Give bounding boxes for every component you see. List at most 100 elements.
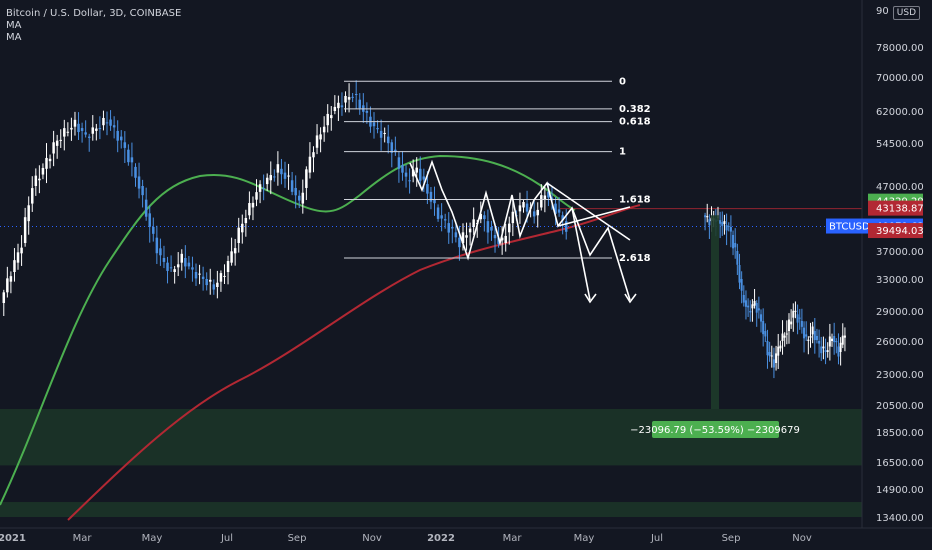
arrow-head-2 (624, 293, 637, 304)
candle-body (358, 99, 362, 109)
candle-body (468, 228, 472, 233)
candle-body (6, 278, 9, 293)
candle-body (447, 223, 450, 233)
candle-body (465, 235, 468, 238)
candle-body (751, 304, 754, 309)
y-tick-label: 70000.00 (876, 73, 924, 84)
candle-body (112, 125, 116, 128)
candle-body (742, 295, 745, 303)
candle-body (9, 276, 13, 282)
candle-body (837, 346, 840, 357)
x-tick-label: 2021 (0, 533, 26, 544)
candle-body (187, 262, 191, 267)
arrow-head-1 (584, 293, 597, 304)
candle-body (386, 136, 390, 144)
candle-body (766, 341, 769, 356)
ma-legend-1[interactable]: MA (6, 20, 22, 31)
candle-body (258, 184, 262, 192)
candle-body (322, 126, 326, 133)
candle-body (63, 128, 66, 137)
candle-body (134, 166, 137, 178)
candle-body (504, 235, 507, 243)
candle-body (269, 175, 273, 181)
candle-body (426, 184, 429, 194)
candle-body (727, 226, 730, 228)
candle-body (522, 202, 525, 208)
candle-body (194, 272, 198, 279)
candle-body (91, 127, 95, 134)
y-tick-label: 16500.00 (876, 458, 924, 469)
y-tick-label: 33000.00 (876, 275, 924, 286)
candle-body (839, 342, 842, 352)
candle-body (443, 219, 447, 221)
candle-body (755, 303, 758, 313)
candle-body (813, 331, 816, 341)
candle-body (155, 237, 159, 254)
candle-body (543, 195, 547, 200)
candle-body (815, 336, 818, 341)
candle-body (230, 251, 233, 263)
candle-body (547, 191, 550, 198)
candle-body (308, 156, 312, 173)
candle-body (27, 205, 30, 222)
currency-button[interactable]: USD (892, 6, 920, 20)
candle-body (23, 217, 27, 243)
candle-body (554, 203, 557, 214)
candle-body (777, 346, 780, 356)
x-tick-label: Mar (503, 533, 523, 544)
candle-body (198, 273, 201, 275)
x-tick-label: Nov (792, 533, 812, 544)
candle-body (315, 135, 319, 148)
candle-body (312, 152, 315, 158)
candle-body (790, 321, 793, 325)
candle-body (732, 235, 735, 249)
support-zones (0, 409, 862, 517)
candle-body (404, 172, 408, 177)
y-tick-label: 29000.00 (876, 307, 924, 318)
candle-body (794, 310, 797, 312)
ma-legend-2[interactable]: MA (6, 32, 22, 43)
x-tick-label: May (574, 533, 595, 544)
candle-body (415, 167, 418, 173)
price-axis[interactable]: 13400.00 14900.00 16500.00 18500.00 20500.00… (861, 0, 924, 528)
measure-tool: −23096.79 (−53.59%) −2309679 (630, 215, 800, 438)
symbol-title[interactable]: Bitcoin / U.S. Dollar, 3D, COINBASE (6, 8, 182, 19)
y-tick-label: 23000.00 (876, 370, 924, 381)
projection-path-1 (571, 207, 591, 301)
symbol-tag: BTCUSD (829, 222, 870, 233)
chart-header: Bitcoin / U.S. Dollar, 3D, COINBASE MA M… (6, 8, 181, 44)
candle-body (822, 346, 825, 349)
candle-body (803, 327, 806, 339)
price-tag: 43138.87 (876, 204, 924, 215)
candle-body (422, 176, 426, 180)
candle-body (833, 336, 836, 343)
candle-body (48, 158, 52, 162)
candle-body (70, 127, 73, 130)
y-tick-label: 18500.00 (876, 428, 924, 439)
candle-body (433, 199, 436, 204)
candle-body (479, 213, 483, 220)
candle-body (747, 305, 750, 308)
candle-body (372, 122, 376, 127)
pattern-drawings (409, 159, 637, 304)
y-tick-label: 13400.00 (876, 513, 924, 524)
candle-body (159, 248, 162, 256)
measure-label-bg (652, 421, 779, 438)
y-tick-label: 20500.00 (876, 401, 924, 412)
candle-body (52, 142, 55, 154)
candle-body (191, 267, 194, 270)
candle-body (723, 221, 726, 225)
candle-body (84, 132, 87, 135)
fib-level-label: 2.618 (619, 253, 651, 264)
candle-body (102, 117, 105, 126)
candle-body (130, 157, 134, 163)
candle-body (87, 136, 91, 138)
time-axis[interactable]: 2021 Mar May Jul Sep Nov 2022 Mar May Jul Sep Nov (0, 527, 932, 544)
candle-body (376, 128, 379, 130)
candle-body (411, 169, 415, 177)
candle-body (390, 142, 394, 153)
candle-body (297, 195, 301, 201)
candle-body (557, 209, 561, 213)
candle-body (493, 235, 497, 239)
